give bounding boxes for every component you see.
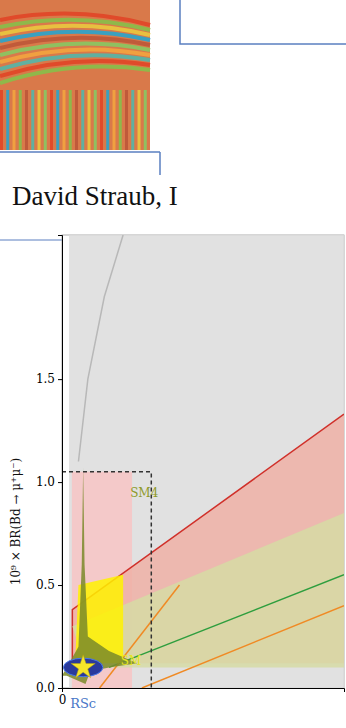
y-tick-mark [58, 482, 62, 483]
x-axis: 0 [59, 688, 345, 707]
line [62, 472, 151, 688]
annotation: SM4 [130, 486, 159, 500]
painting-stripe [75, 90, 78, 150]
painting-stripe [0, 90, 3, 150]
page: David Straub, I 0.0 0.5 1.0 1.5 0 10⁹ × BR(Bd … [0, 0, 346, 728]
y-tick: 0.5 [36, 578, 62, 592]
line [142, 606, 344, 688]
y-axis: 0.0 0.5 1.0 1.5 [36, 236, 63, 696]
frame [180, 0, 346, 44]
painting-stripe [56, 90, 59, 150]
painting-stripe [31, 90, 34, 150]
frame-line [159, 152, 161, 175]
x-tick-mark [62, 688, 63, 692]
painting-stripe [63, 90, 66, 150]
plot-frame [62, 235, 344, 688]
painting-stripe [106, 90, 109, 150]
y-tick-label: 1.5 [36, 372, 55, 386]
painting-stripe [113, 90, 116, 150]
y-axis-title: 10⁹ × BR(Bd → μ⁺μ⁻) [9, 458, 23, 585]
painting-stripe [38, 90, 41, 150]
painting [0, 0, 150, 150]
painting-stripe [44, 90, 47, 150]
painting-stripe [25, 90, 28, 150]
painting-stripe [138, 90, 141, 150]
painting-stripe [144, 90, 147, 150]
region [69, 235, 344, 688]
painting-stripe [69, 90, 72, 150]
painting-stripe [94, 90, 97, 150]
painting-stripe [125, 90, 128, 150]
y-tick-mark [58, 379, 62, 380]
plot-marks [62, 235, 344, 688]
x-axis-line [63, 689, 345, 693]
painting-stripe [88, 90, 91, 150]
painting-stripe [50, 90, 53, 150]
annotation: RSc [70, 696, 96, 711]
painting-stripe [131, 90, 134, 150]
annotation: SM [121, 654, 142, 668]
line [78, 235, 123, 462]
region [72, 513, 344, 667]
point [71, 655, 95, 678]
painting-stripe [19, 90, 22, 150]
y-tick-mark [58, 585, 62, 586]
x-tick-label: 0 [59, 693, 67, 707]
header-decoration [0, 0, 346, 240]
y-tick-label: 0.0 [36, 681, 55, 695]
painting-stripe [81, 90, 84, 150]
painting-stripe [13, 90, 16, 150]
y-tick: 1.0 [36, 475, 62, 489]
region [62, 468, 137, 684]
painting-stripe [100, 90, 103, 150]
y-tick-mark [58, 688, 62, 689]
painting-stripe [119, 90, 122, 150]
y-tick-label: 0.5 [36, 578, 55, 592]
painting-stripe [0, 67, 150, 83]
y-tick: 1.5 [36, 372, 62, 386]
y-tick-label: 1.0 [36, 475, 55, 489]
painting-stripe [6, 90, 9, 150]
x-tick: 0 [59, 688, 67, 707]
header-text: David Straub, I [12, 181, 178, 211]
frame-line [0, 151, 160, 153]
y-axis-line [58, 236, 63, 689]
